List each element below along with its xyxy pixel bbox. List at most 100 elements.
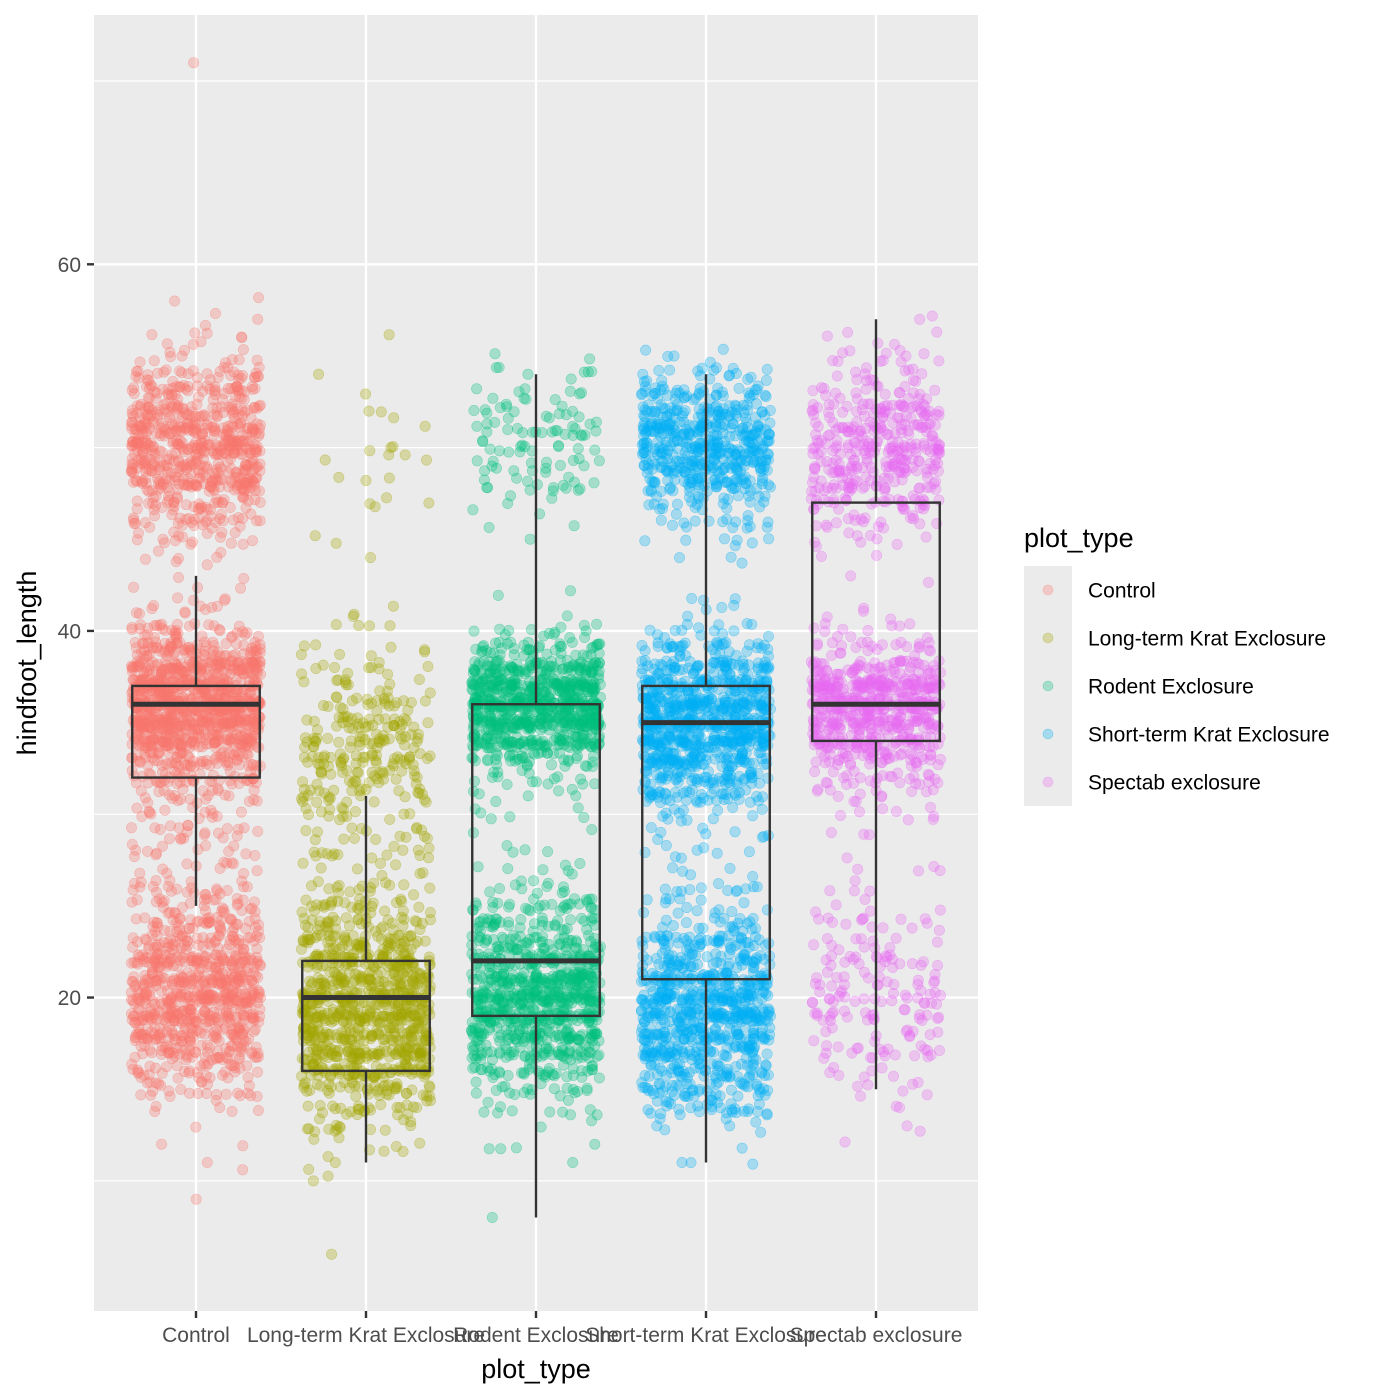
data-point <box>214 1004 226 1016</box>
data-point <box>186 401 198 413</box>
data-point <box>379 905 391 917</box>
data-point <box>206 811 218 823</box>
data-point <box>297 934 309 946</box>
data-point <box>300 802 312 814</box>
data-point <box>174 424 186 436</box>
data-point <box>162 408 174 420</box>
data-point <box>237 370 249 382</box>
data-point <box>143 402 155 414</box>
data-point <box>501 778 513 790</box>
data-point <box>244 476 256 488</box>
data-point <box>172 438 184 450</box>
data-point <box>365 661 377 673</box>
data-point <box>405 1120 417 1132</box>
data-point <box>364 445 376 457</box>
data-point <box>131 495 143 507</box>
data-point <box>194 448 206 460</box>
data-point <box>477 641 489 653</box>
data-point <box>129 998 141 1010</box>
data-point <box>127 459 139 471</box>
data-point <box>424 914 436 926</box>
data-point <box>163 462 175 474</box>
data-point <box>302 1100 314 1112</box>
data-point <box>254 458 266 470</box>
data-point <box>126 440 138 452</box>
data-point <box>249 921 261 933</box>
data-point <box>128 388 140 400</box>
data-point <box>130 913 142 925</box>
data-point <box>240 848 252 860</box>
data-point <box>131 436 143 448</box>
data-point <box>193 472 205 484</box>
data-point <box>206 476 218 488</box>
data-point <box>546 492 558 504</box>
data-point <box>136 476 148 488</box>
data-point <box>189 421 201 433</box>
data-point <box>147 444 159 456</box>
data-point <box>252 721 264 733</box>
data-point <box>139 455 151 467</box>
data-point <box>142 392 154 404</box>
data-point <box>159 537 171 549</box>
data-point <box>177 460 189 472</box>
data-point <box>143 463 155 475</box>
data-point <box>319 454 331 466</box>
data-point <box>492 589 504 601</box>
data-point <box>207 976 219 988</box>
data-point <box>173 530 185 542</box>
data-point <box>218 447 230 459</box>
data-point <box>136 420 148 432</box>
data-point <box>233 938 245 950</box>
data-point <box>235 478 247 490</box>
data-point <box>243 422 255 434</box>
data-point <box>374 1048 386 1060</box>
data-point <box>213 919 225 931</box>
data-point <box>549 644 561 656</box>
data-point <box>379 1079 391 1091</box>
data-point <box>383 472 395 484</box>
data-point <box>212 441 224 453</box>
data-point <box>237 1164 249 1176</box>
data-point <box>333 711 345 723</box>
data-point <box>416 980 428 992</box>
data-point <box>223 440 235 452</box>
data-point <box>145 410 157 422</box>
data-point <box>518 639 530 651</box>
data-point <box>126 1058 138 1070</box>
data-point <box>228 382 240 394</box>
data-point <box>379 1124 391 1136</box>
data-point <box>231 753 243 765</box>
data-point <box>517 736 529 748</box>
data-point <box>494 623 506 635</box>
data-point <box>171 618 183 630</box>
data-point <box>348 1007 360 1019</box>
data-point <box>232 409 244 421</box>
data-point <box>226 477 238 489</box>
data-point <box>424 882 436 894</box>
data-point <box>210 474 222 486</box>
data-point <box>329 1157 341 1169</box>
data-point <box>210 517 222 529</box>
data-point <box>545 660 557 672</box>
data-point <box>382 721 394 733</box>
data-point <box>232 897 244 909</box>
data-point <box>237 538 249 550</box>
data-point <box>251 402 263 414</box>
data-point <box>215 444 227 456</box>
data-point <box>219 439 231 451</box>
data-point <box>245 736 257 748</box>
data-point <box>126 458 138 470</box>
data-point <box>142 401 154 413</box>
data-point <box>253 400 265 412</box>
data-point <box>199 1051 211 1063</box>
data-point <box>130 424 142 436</box>
data-point <box>216 497 228 509</box>
data-point <box>216 393 228 405</box>
data-point <box>488 724 500 736</box>
data-point <box>210 464 222 476</box>
data-point <box>164 411 176 423</box>
data-point <box>201 1157 213 1169</box>
data-point <box>136 447 148 459</box>
data-point <box>171 403 183 415</box>
data-point <box>350 1051 362 1063</box>
